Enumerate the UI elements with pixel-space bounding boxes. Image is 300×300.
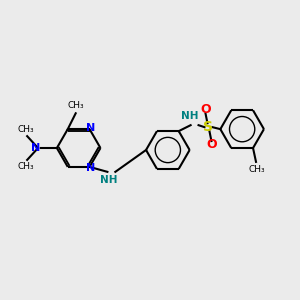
Text: NH: NH <box>181 111 198 121</box>
Text: N: N <box>86 123 95 133</box>
Text: CH₃: CH₃ <box>68 101 84 110</box>
Text: CH₃: CH₃ <box>18 125 34 134</box>
Text: CH₃: CH₃ <box>249 165 265 174</box>
Text: N: N <box>86 163 95 173</box>
Text: N: N <box>31 143 40 153</box>
Text: CH₃: CH₃ <box>18 162 34 171</box>
Text: O: O <box>206 139 217 152</box>
Text: S: S <box>203 120 214 134</box>
Text: O: O <box>200 103 211 116</box>
Text: NH: NH <box>100 175 117 185</box>
